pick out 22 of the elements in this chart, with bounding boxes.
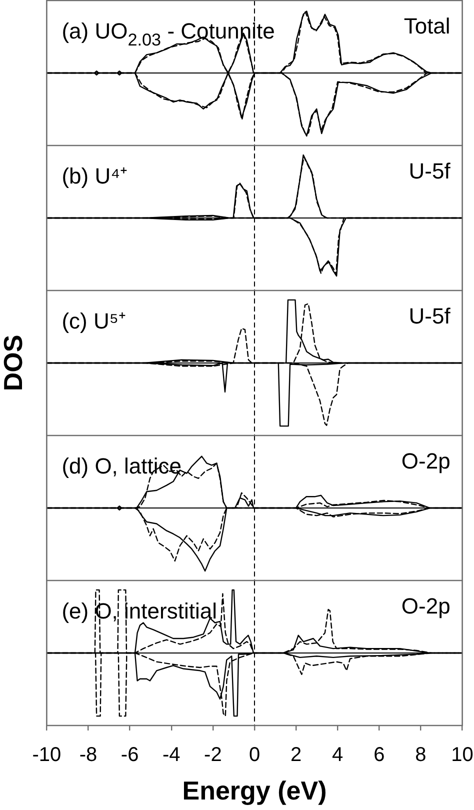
y-axis-title: DOS bbox=[0, 334, 28, 392]
x-tick-label: 8 bbox=[415, 744, 426, 766]
x-tick-label: 10 bbox=[451, 744, 474, 766]
x-tick-label: 0 bbox=[248, 744, 260, 766]
annotation: Total bbox=[404, 14, 450, 38]
annotation: O-2p bbox=[401, 448, 450, 474]
annotation: (b) U⁴⁺ bbox=[62, 164, 128, 188]
x-tick-label: -10 bbox=[32, 744, 62, 766]
x-tick-label: 4 bbox=[332, 744, 344, 766]
x-tick-label: -4 bbox=[162, 744, 180, 766]
x-tick-label: 6 bbox=[374, 744, 385, 766]
x-tick-label: -8 bbox=[79, 744, 98, 766]
annotation: (e) O, interstitial bbox=[62, 598, 217, 624]
x-tick-label: -2 bbox=[204, 744, 222, 766]
annotation: U-5f bbox=[408, 158, 452, 184]
annotation: (d) O, lattice bbox=[62, 454, 182, 478]
annotation: O-2p bbox=[401, 594, 450, 618]
x-tick-label: 2 bbox=[290, 744, 302, 766]
x-axis-title: Energy (eV) bbox=[182, 776, 327, 806]
x-tick-label: -6 bbox=[120, 744, 139, 766]
annotation: U-5f bbox=[408, 304, 452, 328]
annotation: (c) U⁵⁺ bbox=[62, 308, 126, 334]
